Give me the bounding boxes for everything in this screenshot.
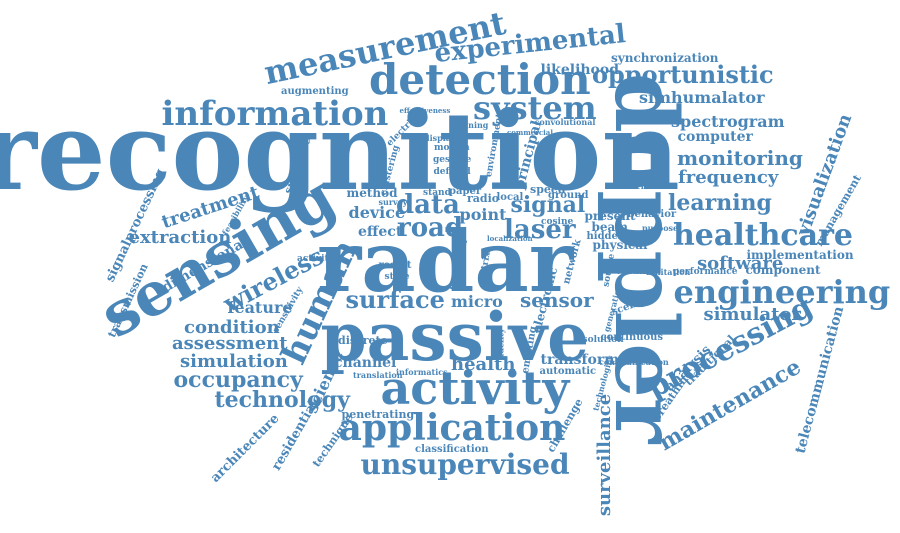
cloud-word: healthcare (673, 218, 853, 253)
cloud-word: feature (227, 298, 293, 317)
cloud-word: unsupervised (360, 448, 570, 481)
cloud-word: implementation (746, 248, 854, 262)
cloud-word: defined (433, 166, 471, 177)
cloud-word: automatic (539, 366, 597, 377)
cloud-word: monitoring (677, 146, 803, 170)
cloud-word: road (397, 213, 464, 243)
cloud-word: convolutional (534, 117, 596, 127)
cloud-word: likelihood (540, 62, 620, 78)
cloud-word: passive (320, 298, 590, 376)
cloud-word: activities (297, 253, 343, 264)
cloud-word: information (161, 94, 389, 134)
cloud-word: device (348, 203, 406, 222)
cloud-word: application (338, 407, 566, 449)
cloud-word: detection (369, 55, 591, 104)
cloud-word: architecture (207, 410, 283, 486)
cloud-word: classification (415, 444, 489, 455)
cloud-word: training (452, 120, 489, 130)
cloud-word: simulation (180, 351, 288, 372)
cloud-word: speed (530, 182, 566, 196)
cloud-word: point (459, 205, 507, 224)
cloud-word: behavior (627, 209, 677, 220)
cloud-word: discrete (338, 333, 388, 347)
cloud-word: local (496, 192, 524, 203)
cloud-word: gesture (433, 154, 472, 165)
cloud-word: different (620, 181, 660, 191)
cloud-word: spectrogram (671, 112, 785, 131)
cloud-word: hidden (586, 231, 626, 242)
cloud-word: assessment (172, 333, 288, 354)
cloud-word: beam (591, 220, 629, 234)
cloud-word: penetrating (341, 407, 415, 421)
cloud-word: method (346, 186, 398, 200)
cloud-word: channel (334, 355, 397, 371)
cloud-word: solution (582, 334, 624, 345)
cloud-word: effect (358, 224, 403, 240)
cloud-word: simhumalator (639, 88, 765, 107)
cloud-word: learning (668, 190, 772, 216)
cloud-word: micro (451, 292, 503, 311)
cloud-word: result (378, 260, 412, 271)
cloud-word: data (396, 190, 460, 220)
cloud-word: radio (467, 191, 500, 205)
cloud-word: limitation (646, 267, 691, 277)
cloud-word: activity (380, 361, 570, 415)
cloud-word: radar (317, 212, 574, 311)
cloud-word: translation (353, 370, 403, 380)
cloud-word: laser (504, 215, 576, 245)
cloud-word: synchronization (611, 51, 719, 65)
cloud-word: commercial (507, 127, 554, 137)
cloud-word: recognition (0, 89, 680, 215)
cloud-word: survey (378, 197, 408, 207)
cloud-word: purpose (642, 223, 679, 233)
cloud-word: localization (487, 233, 533, 243)
cloud-word: signal (510, 192, 586, 218)
cloud-word: transform (540, 352, 620, 368)
cloud-word: occupancy (173, 367, 303, 393)
cloud-word: simulator (703, 304, 801, 325)
cloud-word: display (424, 133, 456, 143)
cloud-word: state (384, 271, 410, 282)
cloud-word: fidelity (494, 328, 505, 360)
cloud-word: continuous (600, 332, 664, 343)
cloud-word: sensor (520, 288, 594, 312)
cloud-word: extraction (128, 227, 232, 248)
cloud-word: augmenting (281, 86, 349, 97)
cloud-word: health (451, 354, 516, 375)
cloud-word: stand (423, 187, 451, 198)
cloud-word: technology (214, 387, 350, 413)
cloud-word: surface (345, 285, 445, 314)
cloud-word: surveillance (594, 393, 616, 517)
cloud-word: volume (615, 266, 657, 277)
cloud-word: component (745, 263, 821, 277)
cloud-word: computer (677, 129, 753, 145)
cloud-word: engineering (673, 273, 891, 311)
cloud-word: system (473, 89, 597, 127)
cloud-word: effectiveness (399, 105, 451, 115)
cloud-word: performance (673, 266, 738, 277)
cloud-word: condition (184, 317, 280, 338)
cloud-word: informatics (396, 367, 448, 377)
cloud-word: software (697, 253, 784, 274)
cloud-word: present (584, 209, 636, 223)
cloud-word: cosine (541, 216, 574, 227)
cloud-word: motion (434, 142, 470, 153)
cloud-word: physical (592, 238, 648, 252)
cloud-word: communication (599, 357, 669, 367)
cloud-word: opportunistic (592, 60, 774, 89)
cloud-word: frequency (678, 167, 779, 188)
cloud-word: paper (449, 186, 482, 197)
cloud-word: ground (548, 190, 589, 201)
